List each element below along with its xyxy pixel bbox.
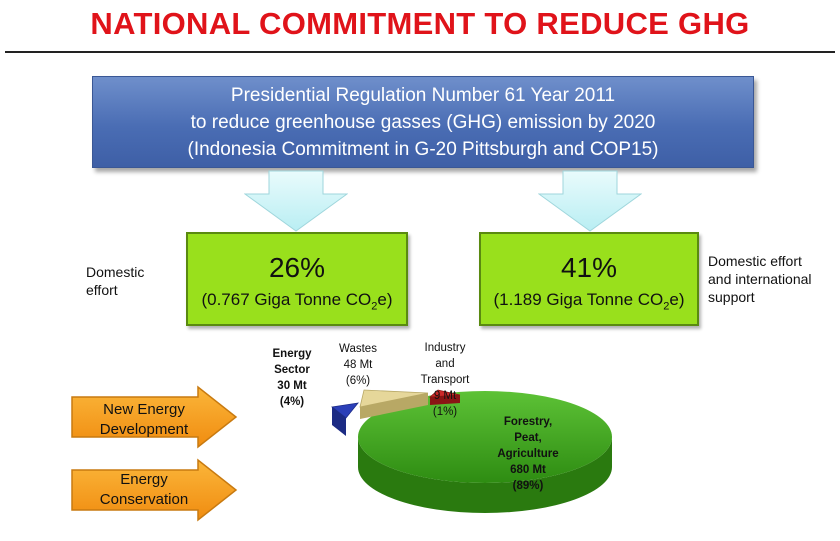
banner-line-1: Presidential Regulation Number 61 Year 2…	[230, 84, 616, 106]
pie-slice-forestry	[358, 391, 612, 483]
pie-label-forestry: Forestry, Peat, Agriculture 680 Mt (89%)	[497, 416, 559, 492]
pie-slice-energy-sector-depth	[332, 407, 346, 436]
domestic-effort-label: Domestic effort	[86, 264, 145, 298]
pie-label-wastes: Wastes 48 Mt (6%)	[339, 343, 377, 387]
pie-slice-forestry-depth	[358, 437, 612, 513]
down-arrow-right-icon	[538, 170, 642, 232]
international-percent: 41%	[560, 252, 618, 283]
title-divider	[5, 51, 835, 53]
international-support-label: Domestic effort and international suppor…	[708, 253, 812, 305]
domestic-amount: (0.767 Giga Tonne CO2e)	[201, 290, 393, 313]
energy-conservation-arrow-icon	[71, 458, 238, 522]
pie-slice-wastes-depth	[360, 393, 428, 419]
new-energy-arrow-icon	[71, 385, 238, 449]
pie-label-energy-sector: Energy Sector 30 Mt (4%)	[272, 348, 312, 408]
domestic-target-box: 26% (0.767 Giga Tonne CO2e)	[186, 232, 408, 326]
banner-line-2: to reduce greenhouse gasses (GHG) emissi…	[190, 111, 656, 133]
domestic-percent: 26%	[268, 252, 326, 283]
down-arrow-left-icon	[244, 170, 348, 232]
pie-slice-industry-depth	[430, 395, 460, 405]
new-energy-arrow-label: New Energy Development	[99, 401, 189, 438]
pie-label-industry: Industry and Transport 9 Mt (1%)	[420, 342, 470, 418]
international-amount: (1.189 Giga Tonne CO2e)	[493, 290, 685, 313]
page-title: NATIONAL COMMITMENT TO REDUCE GHG	[90, 6, 750, 41]
energy-conservation-arrow-label: Energy Conservation	[99, 471, 189, 508]
ghg-pie-chart	[331, 389, 612, 513]
regulation-banner: Presidential Regulation Number 61 Year 2…	[92, 76, 754, 168]
banner-line-3: (Indonesia Commitment in G-20 Pittsburgh…	[187, 138, 659, 160]
international-target-box: 41% (1.189 Giga Tonne CO2e)	[479, 232, 699, 326]
